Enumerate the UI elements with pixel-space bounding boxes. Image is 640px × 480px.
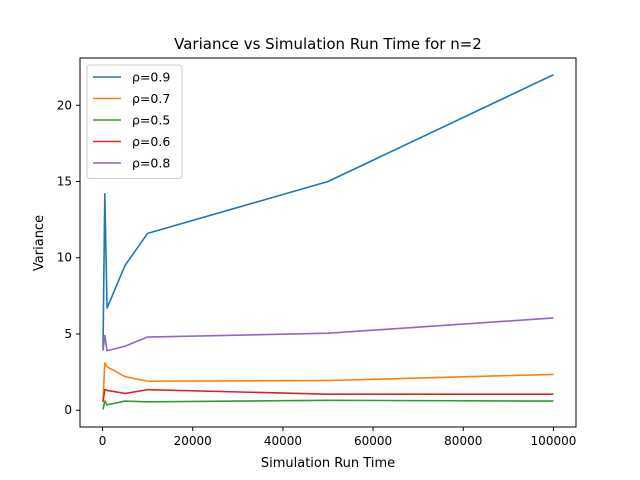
legend-label: ρ=0.7 <box>132 91 170 106</box>
series-line-2 <box>102 362 554 402</box>
x-tick-label: 0 <box>99 434 107 448</box>
x-tick-label: 20000 <box>174 434 212 448</box>
plot-frame <box>79 57 577 428</box>
y-tick-label: 15 <box>57 175 72 189</box>
legend: ρ=0.9 ρ=0.7 ρ=0.5 ρ=0.6 ρ=0.8 <box>86 64 183 179</box>
x-tick-label: 100000 <box>531 434 577 448</box>
series-line-3 <box>102 399 554 410</box>
y-tick-label: 5 <box>64 327 72 341</box>
x-tick-label: 60000 <box>354 434 392 448</box>
series-line-1 <box>102 74 554 350</box>
legend-label: ρ=0.8 <box>132 156 170 171</box>
legend-label: ρ=0.6 <box>132 134 170 149</box>
plot-lines <box>102 74 554 410</box>
legend-label: ρ=0.9 <box>132 70 170 85</box>
y-tick-label: 20 <box>57 98 72 112</box>
legend-label: ρ=0.5 <box>132 113 170 128</box>
chart-title: Variance vs Simulation Run Time for n=2 <box>174 35 482 53</box>
y-tick-label: 10 <box>57 251 72 265</box>
series-line-5 <box>102 317 554 352</box>
legend-box <box>86 64 183 179</box>
x-tick-label: 80000 <box>444 434 482 448</box>
y-axis-ticks: 0 5 10 15 20 <box>57 98 80 417</box>
y-tick-label: 0 <box>64 403 72 417</box>
x-axis-label: Simulation Run Time <box>261 456 395 471</box>
y-axis-label: Variance <box>32 215 47 271</box>
series-line-4 <box>102 388 554 402</box>
x-tick-label: 40000 <box>264 434 302 448</box>
x-axis-ticks: 0 20000 40000 60000 80000 100000 <box>99 427 577 448</box>
